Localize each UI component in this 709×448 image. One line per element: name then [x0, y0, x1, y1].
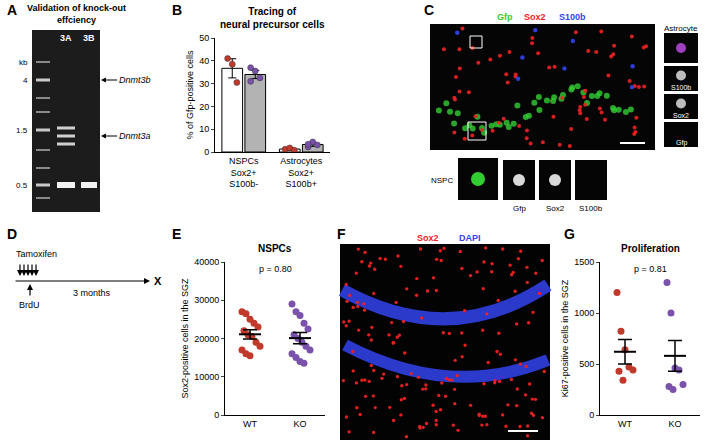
svg-text:Tamoxifen: Tamoxifen [16, 249, 57, 259]
svg-text:A: A [7, 2, 17, 18]
svg-text:Sox2-positive cells in the SGZ: Sox2-positive cells in the SGZ [180, 278, 190, 399]
svg-text:Ki67-positive cells in the SGZ: Ki67-positive cells in the SGZ [560, 279, 570, 397]
svg-text:Sox2: Sox2 [673, 112, 689, 119]
svg-text:Tracing ofneural precursor cel: Tracing ofneural precursor cells [220, 6, 325, 30]
svg-text:1.5: 1.5 [16, 126, 28, 135]
svg-text:20: 20 [199, 102, 209, 112]
svg-text:0: 0 [204, 147, 209, 157]
svg-text:Sox2: Sox2 [546, 204, 565, 213]
svg-text:0: 0 [214, 410, 219, 420]
svg-text:p = 0.80: p = 0.80 [259, 264, 292, 274]
svg-text:S100b: S100b [559, 12, 586, 22]
svg-text:3B: 3B [83, 33, 95, 43]
svg-text:40: 40 [199, 56, 209, 66]
svg-text:Gfp: Gfp [497, 12, 513, 22]
svg-text:1500: 1500 [574, 257, 594, 267]
svg-text:10: 10 [199, 124, 209, 134]
svg-text:D: D [7, 226, 17, 242]
svg-text:E: E [172, 226, 181, 242]
svg-text:Sox2: Sox2 [417, 233, 439, 243]
svg-text:X: X [154, 275, 162, 287]
svg-text:DAPI: DAPI [459, 233, 481, 243]
svg-text:30: 30 [199, 79, 209, 89]
svg-text:NSPCsSox2+S100b-: NSPCsSox2+S100b- [229, 156, 259, 189]
svg-text:40000: 40000 [194, 257, 219, 267]
svg-text:kb: kb [19, 58, 28, 67]
svg-text:S100b: S100b [671, 84, 691, 91]
svg-text:3A: 3A [60, 33, 72, 43]
svg-text:G: G [564, 226, 575, 242]
svg-text:50: 50 [199, 33, 209, 43]
svg-text:0.5: 0.5 [16, 181, 28, 190]
svg-text:AstrocytesSox2+S100b+: AstrocytesSox2+S100b+ [280, 156, 323, 189]
svg-text:Astrocyte: Astrocyte [664, 24, 698, 33]
svg-text:NSPCs: NSPCs [258, 243, 292, 254]
svg-text:B: B [172, 2, 182, 18]
svg-text:Gfp: Gfp [513, 204, 526, 213]
svg-text:3 months: 3 months [73, 288, 111, 298]
svg-text:BrdU: BrdU [19, 300, 40, 310]
svg-text:S100b: S100b [579, 204, 603, 213]
svg-text:Validation of knock-outeffcien: Validation of knock-outeffciency [27, 3, 126, 25]
svg-text:% of Gfp-positive cells: % of Gfp-positive cells [185, 50, 195, 140]
svg-text:KO: KO [668, 419, 681, 429]
svg-text:0: 0 [589, 410, 594, 420]
svg-text:WT: WT [618, 419, 632, 429]
svg-text:30000: 30000 [194, 295, 219, 305]
svg-text:KO: KO [293, 419, 306, 429]
svg-text:WT: WT [243, 419, 257, 429]
svg-text:1000: 1000 [574, 308, 594, 318]
svg-text:NSPC: NSPC [431, 176, 453, 185]
svg-text:F: F [337, 226, 346, 242]
svg-text:Proliferation: Proliferation [621, 243, 680, 254]
svg-text:Sox2: Sox2 [524, 12, 546, 22]
svg-text:C: C [424, 2, 434, 18]
svg-text:Dnmt3b: Dnmt3b [119, 75, 151, 85]
svg-text:Dnmt3a: Dnmt3a [119, 131, 151, 141]
svg-text:4: 4 [23, 76, 28, 85]
svg-text:p = 0.81: p = 0.81 [634, 264, 667, 274]
svg-text:10000: 10000 [194, 372, 219, 382]
svg-text:Gfp: Gfp [676, 139, 687, 147]
svg-text:20000: 20000 [194, 334, 219, 344]
svg-text:500: 500 [579, 359, 594, 369]
